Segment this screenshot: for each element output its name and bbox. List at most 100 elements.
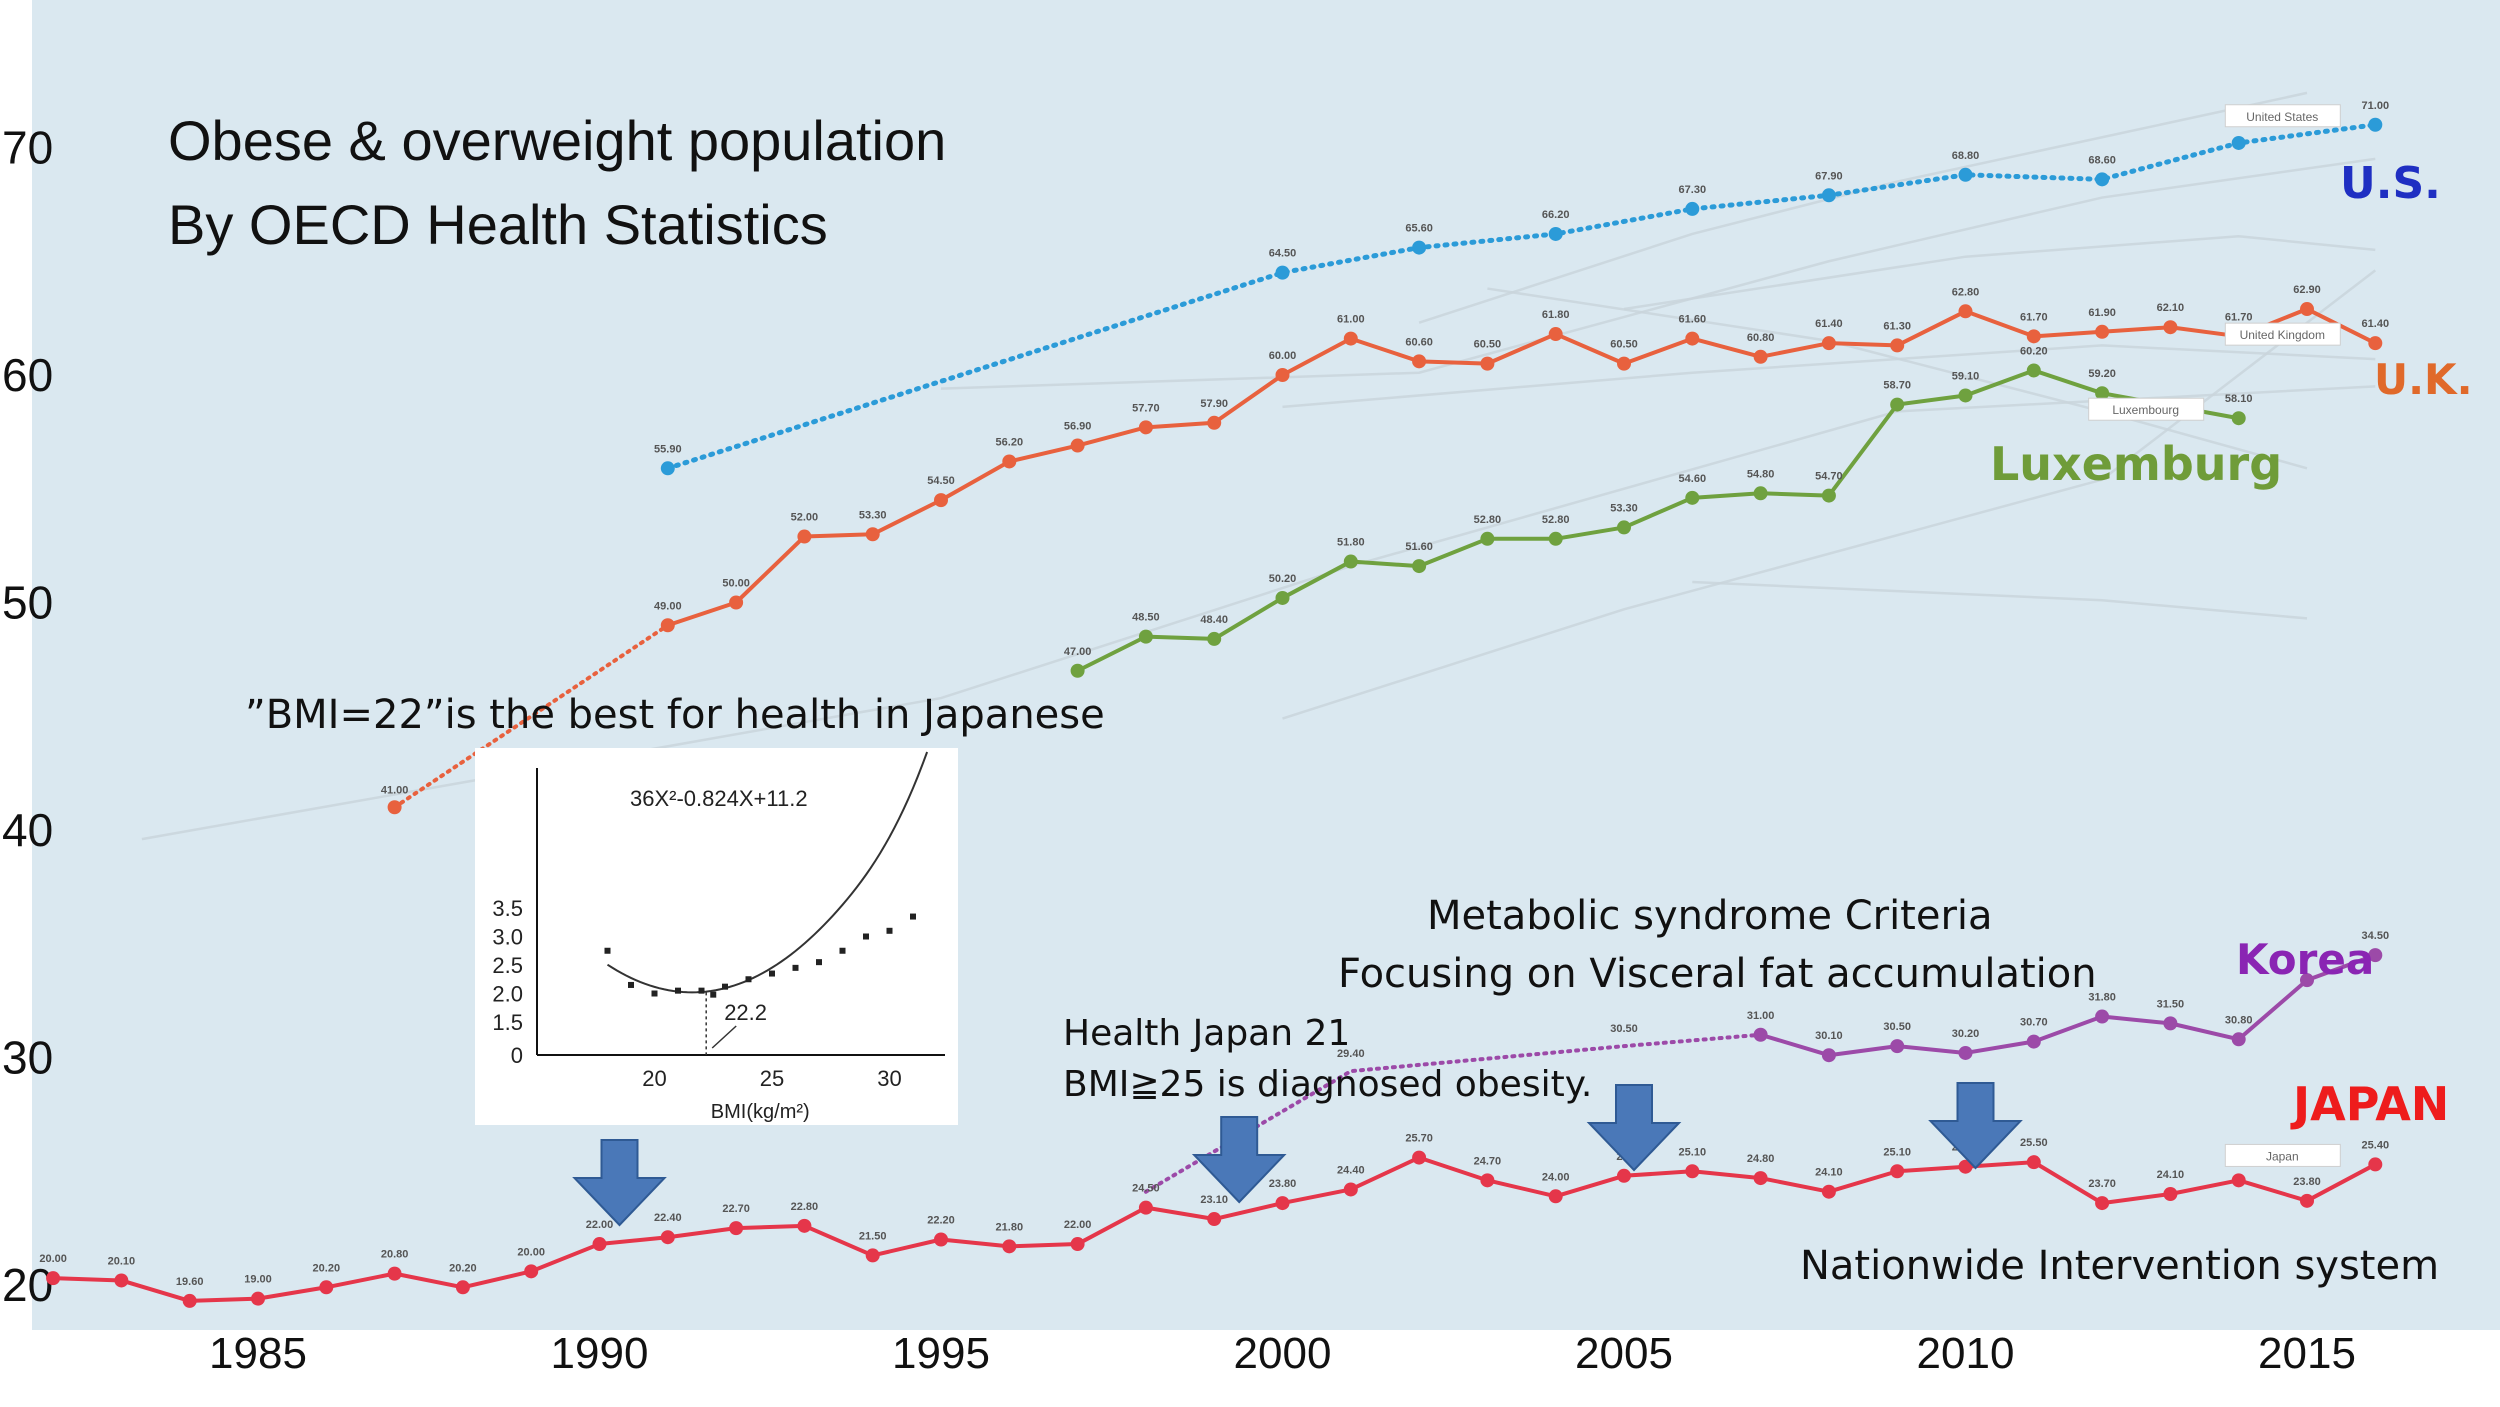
data-label: 25.50 <box>2020 1137 2048 1149</box>
inset-equation: 36X²-0.824X+11.2 <box>630 786 808 811</box>
data-label: 54.70 <box>1815 471 1843 483</box>
end-tag-box <box>2224 1143 2341 1167</box>
data-label: 19.00 <box>244 1274 272 1286</box>
data-label: 24.10 <box>2157 1169 2185 1181</box>
data-point <box>797 529 812 544</box>
inset-data-point <box>604 947 611 954</box>
inset-min-pointer <box>711 1025 737 1049</box>
x-tick-label: 2000 <box>1234 1329 1332 1378</box>
data-label: 25.10 <box>1679 1146 1707 1158</box>
data-label: 60.00 <box>1269 350 1297 362</box>
data-label: 68.80 <box>1952 150 1980 162</box>
data-point <box>251 1291 265 1306</box>
data-label: 19.60 <box>176 1276 204 1288</box>
data-point <box>2300 1193 2314 1208</box>
data-label: 59.20 <box>2088 368 2116 380</box>
data-label: 41.00 <box>381 784 409 796</box>
y-tick-label: 60 <box>2 349 53 401</box>
data-label: 56.20 <box>996 436 1024 448</box>
data-point <box>1275 1196 1290 1211</box>
data-point <box>1890 1164 1905 1179</box>
down-arrow-icon <box>572 1139 667 1227</box>
inset-y-tick: 2.0 <box>492 982 523 1007</box>
metabolic-line1: Metabolic syndrome Criteria <box>1427 893 1993 939</box>
data-point <box>1275 368 1290 382</box>
down-arrow-icon <box>1586 1084 1682 1172</box>
series-us: 55.90 64.50 65.60 66.20 67.30 67.90 68.80 68.60… <box>654 100 2389 476</box>
data-point <box>1821 488 1836 503</box>
down-arrow-icon <box>1191 1116 1287 1204</box>
data-point <box>2026 329 2041 344</box>
y-axis-ticks: 20 30 40 50 60 70 <box>2 122 53 1312</box>
data-label: 49.00 <box>654 600 682 612</box>
data-point <box>1343 331 1358 346</box>
plot-background <box>32 0 2500 1330</box>
data-point <box>865 1248 880 1263</box>
data-label: 23.80 <box>2293 1176 2321 1188</box>
series-lead-line <box>392 623 670 810</box>
y-tick-label: 30 <box>2 1032 53 1084</box>
data-label: 22.80 <box>791 1201 819 1213</box>
data-point <box>2368 1157 2383 1172</box>
data-point <box>1070 438 1085 453</box>
background-line <box>1623 234 2376 311</box>
y-tick-label: 50 <box>2 577 53 629</box>
bmi-inset-panel: 0 1.5 2.0 2.5 3.0 3.5 20 25 30 BMI(kg/m²) 36X²-0.8… <box>475 748 958 1125</box>
data-label: 51.60 <box>1405 541 1433 553</box>
data-point <box>387 1266 402 1281</box>
series-luxemburg: 47.00 48.50 48.40 50.20 51.80 51.60 52.80 52.80… <box>1064 345 2252 678</box>
data-point <box>1617 520 1631 535</box>
data-label: 20.20 <box>449 1262 477 1274</box>
x-tick-label: 1995 <box>892 1329 990 1378</box>
data-point <box>1890 338 1905 353</box>
data-label: 66.20 <box>1542 209 1570 221</box>
data-point <box>797 1218 812 1233</box>
data-point <box>2231 411 2246 426</box>
end-tag-box <box>2224 322 2341 346</box>
data-point <box>1412 354 1427 369</box>
data-point <box>1138 629 1153 644</box>
data-point <box>1002 454 1017 469</box>
health-japan-line1: Health Japan 21 <box>1063 1013 1351 1054</box>
data-label: 51.80 <box>1337 537 1365 549</box>
data-label: 60.20 <box>2020 345 2048 357</box>
data-label: 31.80 <box>2088 992 2116 1004</box>
data-label: 25.10 <box>1883 1146 1911 1158</box>
data-label: 61.40 <box>2362 318 2390 330</box>
label-luxemburg: Luxemburg <box>1990 437 2283 491</box>
chart-subtitle: By OECD Health Statistics <box>168 193 828 256</box>
end-tag-label: Luxembourg <box>2112 403 2179 417</box>
data-point <box>1685 331 1700 346</box>
data-label: 53.30 <box>859 509 887 521</box>
data-point <box>1207 631 1222 646</box>
data-point <box>1002 1239 1017 1254</box>
data-label: 24.80 <box>1747 1153 1775 1165</box>
data-label: 24.40 <box>1337 1164 1365 1176</box>
series-line <box>1758 953 2378 1058</box>
series-line <box>665 307 2378 628</box>
data-point <box>1070 1237 1085 1252</box>
series-end-tag: United States <box>2224 104 2341 128</box>
inset-data-point <box>675 987 681 994</box>
data-label: 22.00 <box>1064 1219 1092 1231</box>
data-label: 24.10 <box>1815 1167 1843 1179</box>
data-label: 62.90 <box>2293 284 2321 296</box>
data-point <box>2095 386 2110 401</box>
data-label: 48.50 <box>1132 612 1160 624</box>
data-label: 56.90 <box>1064 421 1092 433</box>
data-point <box>934 1232 948 1247</box>
bmi-inset-chart: 0 1.5 2.0 2.5 3.0 3.5 20 25 30 BMI(kg/m²) 36X²-0.8… <box>492 751 945 1123</box>
data-label: 52.80 <box>1474 514 1502 526</box>
data-point <box>1890 397 1905 412</box>
data-point <box>2095 172 2110 187</box>
inset-data-point <box>769 970 775 977</box>
data-label: 62.10 <box>2157 302 2185 314</box>
data-point <box>660 618 675 633</box>
data-point <box>1753 349 1768 364</box>
data-point <box>1548 1189 1563 1204</box>
data-label: 67.30 <box>1679 184 1707 196</box>
series-line <box>665 122 2378 471</box>
data-label: 60.80 <box>1747 332 1775 344</box>
series-end-tag: Luxembourg <box>2088 397 2205 421</box>
data-label: 31.50 <box>2157 998 2185 1010</box>
